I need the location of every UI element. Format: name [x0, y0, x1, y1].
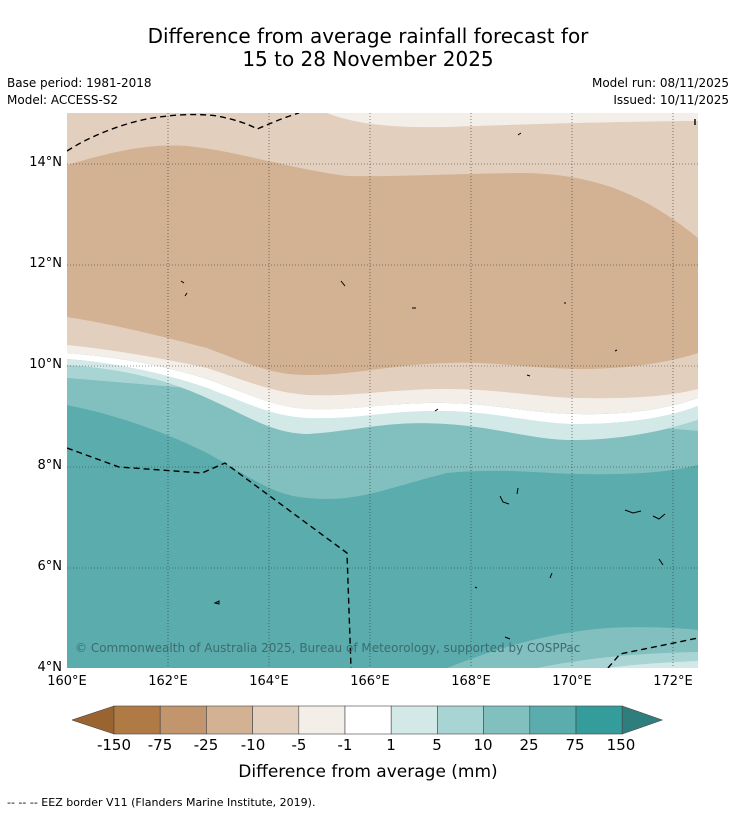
- colorbar: [71, 705, 664, 739]
- lat-label-6n: 6°N: [37, 559, 63, 574]
- colorbar-tick-label: 10: [473, 736, 493, 754]
- colorbar-tick-label: 25: [519, 736, 539, 754]
- colorbar-segment: [159, 705, 207, 735]
- colorbar-segment: [575, 705, 623, 735]
- issued-date: Issued: 10/11/2025: [613, 93, 729, 107]
- lon-label-170e: 170°E: [552, 674, 592, 689]
- colorbar-segment: [344, 705, 392, 735]
- lon-label-164e: 164°E: [249, 674, 289, 689]
- lon-label-166e: 166°E: [350, 674, 390, 689]
- map-title-line1: Difference from average rainfall forecas…: [147, 24, 589, 48]
- colorbar-tick-label: -1: [337, 736, 353, 754]
- model-name: Model: ACCESS-S2: [7, 93, 119, 107]
- colorbar-tick-label: 5: [432, 736, 442, 754]
- model-run: Model run: 08/11/2025: [591, 76, 729, 90]
- colorbar-segment: [390, 705, 438, 735]
- eez-footnote: -- -- -- EEZ border V11 (Flanders Marine…: [7, 796, 316, 809]
- colorbar-tick-label: 1: [386, 736, 396, 754]
- colorbar-tick-label: -150: [96, 736, 132, 754]
- colorbar-segment: [437, 705, 484, 735]
- band-10-25: [67, 378, 698, 499]
- islands: [180, 132, 666, 640]
- colorbar-extend-low: [71, 705, 115, 735]
- band-5-10-south: [607, 661, 698, 668]
- graticule: [67, 113, 698, 668]
- colorbar-segment: [483, 705, 531, 735]
- lat-label-14n: 14°N: [29, 155, 62, 170]
- colorbar-tick-label: -5: [291, 736, 307, 754]
- colorbar-tick-label: 150: [606, 736, 636, 754]
- colorbar-svg: [71, 705, 664, 735]
- forecast-map-svg: [67, 113, 698, 668]
- colorbar-tick-label: -10: [240, 736, 266, 754]
- map-title-line2: 15 to 28 November 2025: [242, 47, 494, 71]
- colorbar-tick-label: 75: [565, 736, 585, 754]
- colorbar-extend-high: [621, 705, 664, 735]
- lat-label-4n: 4°N: [37, 660, 63, 675]
- colorbar-title: Difference from average (mm): [238, 762, 498, 782]
- colorbar-tick-label: -75: [147, 736, 173, 754]
- lat-label-8n: 8°N: [37, 458, 63, 473]
- colorbar-segment: [298, 705, 346, 735]
- band-neg25-neg10: [67, 145, 698, 375]
- forecast-map: [67, 113, 698, 668]
- band-1-5: [67, 359, 698, 441]
- colorbar-segment: [252, 705, 300, 735]
- lat-label-10n: 10°N: [29, 357, 62, 372]
- colorbar-tick-label: -25: [193, 736, 219, 754]
- eez-border: [67, 113, 698, 668]
- colorbar-segment: [206, 705, 253, 735]
- copyright-notice: © Commonwealth of Australia 2025, Bureau…: [75, 641, 581, 655]
- colorbar-segment: [529, 705, 577, 735]
- lon-label-172e: 172°E: [653, 674, 693, 689]
- lon-label-162e: 162°E: [148, 674, 188, 689]
- colorbar-segment: [113, 705, 161, 735]
- lat-label-12n: 12°N: [29, 256, 62, 271]
- base-period: Base period: 1981-2018: [7, 76, 152, 90]
- lon-label-160e: 160°E: [47, 674, 87, 689]
- band-neg1-1: [67, 353, 698, 424]
- lon-label-168e: 168°E: [451, 674, 491, 689]
